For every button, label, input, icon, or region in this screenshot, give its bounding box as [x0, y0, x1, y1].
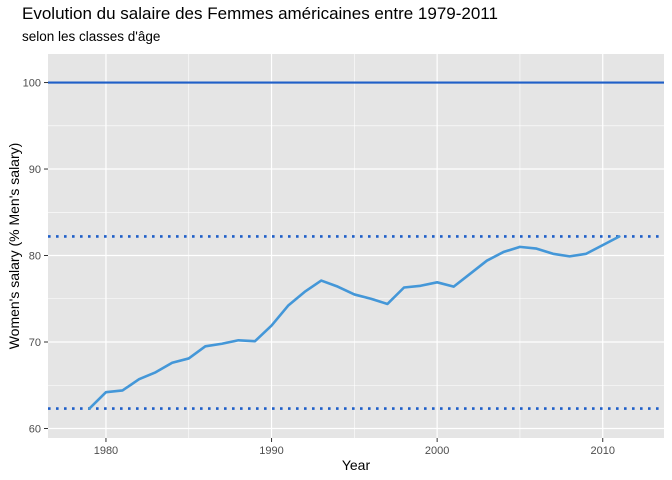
- y-tick-label: 70: [29, 337, 41, 349]
- x-tick-label: 1990: [259, 445, 283, 457]
- x-tick-label: 1980: [94, 445, 118, 457]
- x-tick-label: 2000: [425, 445, 449, 457]
- y-axis-ticks: 60 70 80 90 100: [23, 78, 48, 435]
- reference-lines: [48, 81, 664, 410]
- x-axis-ticks: 1980 1990 2000 2010: [94, 438, 615, 457]
- minor-gridlines: [48, 54, 664, 438]
- chart-title: Evolution du salaire des Femmes américai…: [22, 4, 498, 23]
- y-axis-title: Women's salary (% Men's salary): [6, 143, 22, 350]
- series-line: [88, 235, 621, 410]
- series-group: [88, 235, 621, 410]
- y-tick-label: 80: [29, 251, 41, 263]
- x-axis-title: Year: [342, 457, 371, 473]
- y-tick-label: 90: [29, 164, 41, 176]
- plot-panel: [48, 54, 664, 438]
- y-tick-label: 60: [29, 423, 41, 435]
- chart-subtitle: selon les classes d'âge: [22, 29, 161, 44]
- x-tick-label: 2010: [590, 445, 614, 457]
- y-tick-label: 100: [23, 78, 41, 90]
